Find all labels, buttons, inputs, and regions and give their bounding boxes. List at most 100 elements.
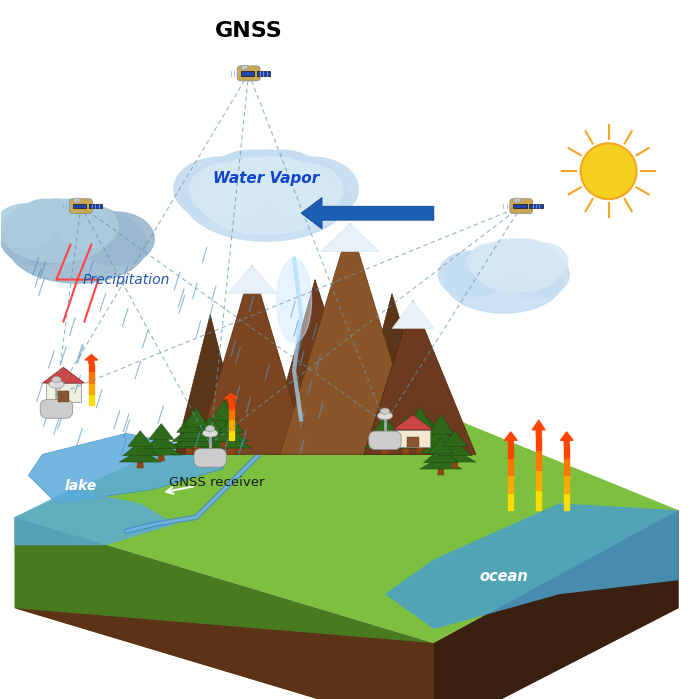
FancyArrow shape — [564, 505, 569, 510]
Ellipse shape — [504, 251, 569, 298]
Polygon shape — [218, 417, 244, 433]
FancyArrow shape — [536, 477, 541, 484]
Ellipse shape — [248, 157, 312, 200]
Polygon shape — [393, 415, 433, 430]
Polygon shape — [364, 301, 476, 454]
Polygon shape — [399, 431, 441, 447]
FancyArrow shape — [508, 458, 513, 463]
FancyArrow shape — [229, 430, 234, 433]
FancyArrow shape — [229, 433, 234, 437]
Polygon shape — [43, 368, 85, 383]
Ellipse shape — [189, 163, 266, 217]
FancyBboxPatch shape — [510, 199, 533, 214]
FancyArrow shape — [536, 443, 541, 450]
Ellipse shape — [466, 246, 519, 283]
Polygon shape — [350, 294, 441, 454]
FancyArrow shape — [536, 450, 541, 456]
Ellipse shape — [488, 239, 529, 268]
Polygon shape — [148, 424, 174, 440]
FancyArrow shape — [564, 481, 569, 487]
Ellipse shape — [1, 212, 78, 266]
FancyBboxPatch shape — [40, 400, 73, 418]
Polygon shape — [393, 417, 419, 433]
Ellipse shape — [266, 163, 343, 217]
FancyBboxPatch shape — [369, 431, 401, 449]
Polygon shape — [172, 427, 206, 442]
Polygon shape — [58, 391, 69, 402]
FancyArrow shape — [508, 475, 513, 481]
Polygon shape — [407, 437, 419, 447]
Ellipse shape — [1, 199, 112, 262]
Polygon shape — [392, 301, 434, 329]
Polygon shape — [15, 370, 678, 643]
FancyArrow shape — [89, 398, 94, 402]
Polygon shape — [127, 431, 153, 447]
Ellipse shape — [468, 243, 518, 280]
Polygon shape — [203, 424, 245, 440]
FancyArrow shape — [536, 490, 541, 497]
FancyArrow shape — [301, 198, 434, 229]
FancyArrow shape — [508, 470, 513, 475]
FancyBboxPatch shape — [237, 66, 260, 81]
FancyArrow shape — [508, 452, 513, 458]
Polygon shape — [175, 431, 217, 447]
Ellipse shape — [276, 259, 312, 343]
Polygon shape — [410, 427, 444, 442]
Polygon shape — [186, 446, 192, 454]
FancyArrow shape — [85, 354, 98, 363]
Ellipse shape — [506, 239, 547, 268]
Ellipse shape — [581, 143, 636, 199]
Ellipse shape — [202, 429, 218, 437]
FancyArrow shape — [536, 503, 541, 510]
Polygon shape — [140, 442, 182, 455]
Polygon shape — [15, 489, 175, 545]
FancyArrow shape — [229, 405, 234, 409]
FancyArrow shape — [229, 437, 234, 440]
FancyArrow shape — [89, 368, 94, 371]
Polygon shape — [228, 446, 234, 454]
Polygon shape — [206, 446, 214, 454]
Ellipse shape — [502, 239, 533, 263]
Polygon shape — [368, 427, 402, 442]
Polygon shape — [396, 430, 430, 447]
Polygon shape — [424, 446, 430, 454]
FancyArrow shape — [229, 423, 234, 426]
Polygon shape — [197, 417, 223, 433]
FancyArrow shape — [89, 402, 94, 405]
FancyArrow shape — [536, 470, 541, 477]
Polygon shape — [183, 407, 209, 427]
Polygon shape — [266, 280, 371, 454]
Polygon shape — [220, 437, 228, 447]
FancyArrow shape — [508, 493, 513, 498]
FancyArrow shape — [89, 387, 94, 390]
FancyArrow shape — [536, 456, 541, 463]
FancyArrow shape — [508, 505, 513, 510]
Polygon shape — [15, 510, 678, 699]
Polygon shape — [136, 460, 144, 468]
FancyArrow shape — [564, 487, 569, 493]
FancyArrow shape — [89, 363, 94, 368]
Polygon shape — [29, 433, 224, 503]
Ellipse shape — [518, 243, 568, 280]
Polygon shape — [414, 417, 440, 433]
Polygon shape — [402, 446, 409, 454]
FancyArrow shape — [229, 409, 234, 412]
Polygon shape — [175, 315, 245, 454]
Polygon shape — [424, 427, 458, 446]
Polygon shape — [420, 438, 462, 454]
Ellipse shape — [182, 150, 350, 241]
FancyArrow shape — [536, 463, 541, 470]
FancyArrow shape — [89, 379, 94, 383]
Polygon shape — [178, 420, 214, 439]
Polygon shape — [158, 453, 164, 461]
Polygon shape — [119, 449, 161, 462]
Polygon shape — [210, 435, 252, 448]
FancyArrow shape — [564, 493, 569, 498]
Ellipse shape — [52, 377, 61, 383]
Polygon shape — [434, 449, 476, 462]
Polygon shape — [385, 435, 427, 448]
Ellipse shape — [489, 246, 542, 283]
Polygon shape — [416, 444, 424, 454]
Polygon shape — [438, 467, 444, 475]
Polygon shape — [438, 451, 444, 461]
